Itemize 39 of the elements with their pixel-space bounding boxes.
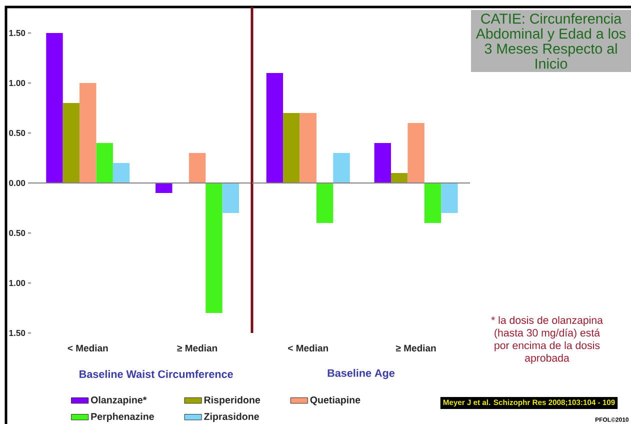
x-tick-label: ≥ Median [177, 344, 218, 352]
y-tick-label: 0.00 [9, 180, 26, 186]
legend-label: Risperidone [204, 396, 260, 406]
y-tick-label: 1.00 [9, 280, 26, 286]
y-tick-label: 1.50 [9, 330, 26, 336]
legend-label: Ziprasidone [204, 412, 259, 422]
x-axis-title: Baseline Waist Circumference [80, 370, 233, 378]
x-tick-label: < Median [288, 344, 328, 352]
y-tick-label: 0.50 [9, 130, 26, 136]
bar [222, 183, 240, 214]
x-tick-label: < Median [68, 344, 108, 352]
y-tick-label: 0.50 [9, 230, 26, 236]
x-axis-title: Baseline Age [328, 368, 395, 380]
bar [424, 183, 442, 224]
bar [266, 73, 284, 184]
bar [62, 103, 80, 184]
bar [374, 143, 391, 184]
bar [300, 113, 316, 184]
bar [206, 183, 222, 314]
bar [80, 83, 96, 184]
bar [112, 163, 130, 184]
bar [441, 183, 458, 214]
bar [333, 153, 350, 184]
bar [156, 183, 172, 194]
bar [408, 123, 424, 184]
legend-label: Olanzapine* [90, 396, 147, 406]
bar [96, 143, 113, 184]
bar [316, 183, 334, 224]
legend-label: Perphenazine [91, 412, 154, 422]
bar [46, 33, 63, 184]
y-tick-label: 1.50 [9, 30, 26, 36]
bar [283, 113, 300, 184]
x-tick-label: ≥ Median [396, 344, 436, 352]
bar [390, 173, 408, 184]
y-tick-label: 1.00 [9, 80, 26, 86]
legend-label: Quetiapine [310, 396, 360, 406]
text: * la dosis de olanzapina (hasta 30 mg/día) está por encima de la dosis aprobada [491, 316, 603, 364]
text: CATIE: Circunferencia Abdominal y Edad a los 3 Meses Respecto al Inicio [476, 13, 626, 69]
bar [188, 153, 206, 184]
